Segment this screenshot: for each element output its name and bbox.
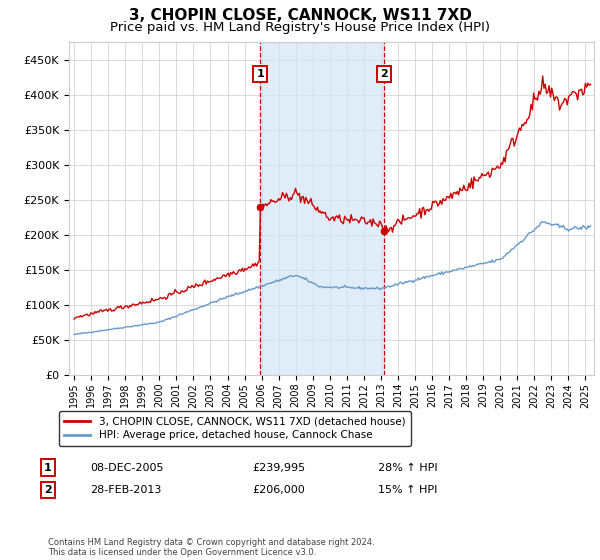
Text: 1: 1	[44, 463, 52, 473]
Text: £239,995: £239,995	[252, 463, 305, 473]
Text: Price paid vs. HM Land Registry's House Price Index (HPI): Price paid vs. HM Land Registry's House …	[110, 21, 490, 34]
Bar	[260, 42, 383, 375]
Text: 15% ↑ HPI: 15% ↑ HPI	[378, 485, 437, 495]
Text: 28% ↑ HPI: 28% ↑ HPI	[378, 463, 437, 473]
Text: 2: 2	[380, 69, 388, 78]
Legend: 3, CHOPIN CLOSE, CANNOCK, WS11 7XD (detached house), HPI: Average price, detache: 3, CHOPIN CLOSE, CANNOCK, WS11 7XD (deta…	[59, 411, 410, 446]
Text: 1: 1	[256, 69, 264, 78]
Text: 3, CHOPIN CLOSE, CANNOCK, WS11 7XD: 3, CHOPIN CLOSE, CANNOCK, WS11 7XD	[128, 8, 472, 24]
Text: 28-FEB-2013: 28-FEB-2013	[90, 485, 161, 495]
Text: £206,000: £206,000	[252, 485, 305, 495]
Text: 2: 2	[44, 485, 52, 495]
Text: Contains HM Land Registry data © Crown copyright and database right 2024.
This d: Contains HM Land Registry data © Crown c…	[48, 538, 374, 557]
Text: 08-DEC-2005: 08-DEC-2005	[90, 463, 163, 473]
